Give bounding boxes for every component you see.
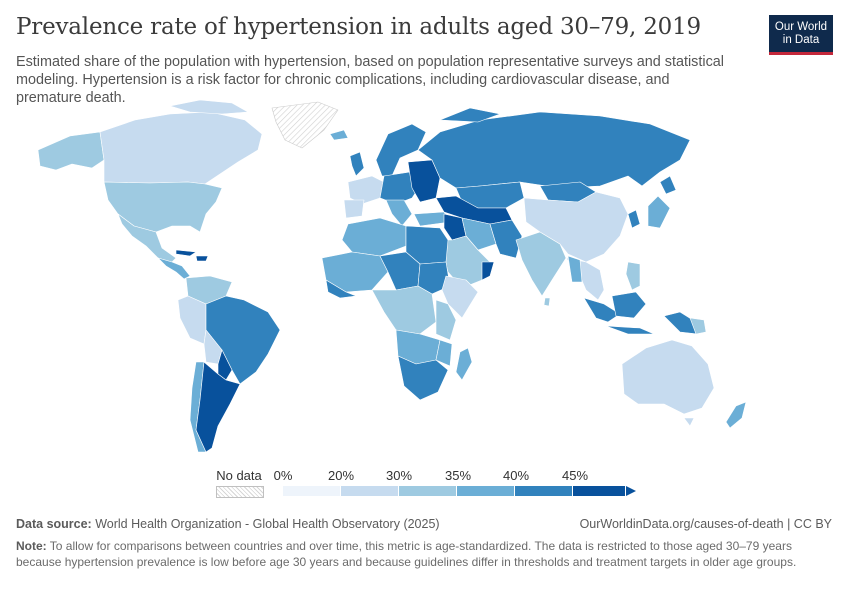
region-central-africa[interactable] — [371, 285, 437, 335]
region-brazil[interactable] — [205, 295, 281, 385]
region-philippines[interactable] — [625, 261, 641, 291]
region-japan-north[interactable] — [659, 175, 677, 195]
region-iberia[interactable] — [343, 199, 365, 219]
region-borneo-sulawesi[interactable] — [611, 291, 647, 319]
legend-color-bins — [283, 486, 636, 496]
legend-tick-label: 45% — [561, 468, 589, 483]
data-source: Data source: World Health Organization -… — [16, 517, 440, 531]
region-malaysia-indonesia[interactable] — [583, 297, 621, 323]
region-russia[interactable] — [417, 111, 691, 189]
legend-tick-label: 0% — [273, 468, 293, 483]
owid-url[interactable]: OurWorldinData.org/causes-of-death | CC … — [579, 517, 832, 531]
legend-no-data-swatch[interactable] — [216, 486, 264, 498]
legend-no-data-label: No data — [216, 468, 262, 483]
region-greenland[interactable] — [271, 101, 339, 149]
source-link[interactable]: World Health Organization - Global Healt… — [91, 517, 440, 531]
legend-bin-40-45[interactable] — [515, 486, 573, 496]
logo-line-2: in Data — [782, 33, 820, 46]
logo-line-1: Our World — [774, 20, 828, 33]
legend-bin-0-20[interactable] — [283, 486, 341, 496]
note-label: Note: — [16, 539, 47, 553]
region-central-america[interactable] — [157, 257, 191, 280]
region-russia-islands[interactable] — [439, 107, 501, 123]
footnote: Note: To allow for comparisons between c… — [16, 539, 816, 570]
world-map[interactable] — [0, 100, 850, 460]
region-peru-ecuador[interactable] — [177, 295, 207, 345]
legend-tick-label: 35% — [444, 468, 472, 483]
region-madagascar[interactable] — [455, 347, 473, 381]
region-png-east[interactable] — [689, 317, 707, 335]
region-mozambique[interactable] — [435, 339, 453, 367]
region-sri-lanka[interactable] — [543, 297, 551, 307]
region-java[interactable] — [605, 325, 655, 335]
legend-bin-20-30[interactable] — [341, 486, 399, 496]
region-paraguay[interactable] — [217, 349, 233, 381]
chart-title: Prevalence rate of hypertension in adult… — [16, 14, 701, 40]
region-australia[interactable] — [621, 339, 715, 415]
region-iran[interactable] — [461, 217, 497, 251]
region-canada[interactable] — [99, 111, 263, 185]
region-canada-islands[interactable] — [169, 100, 249, 115]
color-legend[interactable]: No data 0% 20% 30% 35% 40% 45% — [214, 464, 654, 504]
region-uk[interactable] — [349, 151, 365, 177]
legend-bin-30-35[interactable] — [399, 486, 457, 496]
region-cuba[interactable] — [175, 249, 197, 257]
region-argentina[interactable] — [195, 361, 241, 453]
region-morocco-algeria[interactable] — [341, 217, 407, 257]
legend-tick-label: 20% — [327, 468, 355, 483]
legend-tick-label: 30% — [385, 468, 413, 483]
region-myanmar[interactable] — [567, 255, 583, 283]
region-alaska[interactable] — [37, 131, 105, 171]
region-southern-africa[interactable] — [397, 355, 449, 401]
region-east-africa[interactable] — [435, 299, 457, 341]
chart-subtitle: Estimated share of the population with h… — [16, 54, 724, 106]
legend-bin-35-40[interactable] — [457, 486, 515, 496]
region-tasmania[interactable] — [683, 417, 695, 427]
region-iceland[interactable] — [329, 129, 349, 141]
region-usa[interactable] — [103, 181, 223, 233]
note-text: To allow for comparisons between countri… — [16, 539, 797, 569]
region-oman[interactable] — [481, 261, 495, 281]
region-japan[interactable] — [647, 195, 671, 229]
region-sudan[interactable] — [417, 261, 451, 295]
source-label: Data source: — [16, 517, 92, 531]
region-hispaniola[interactable] — [195, 255, 209, 262]
region-china[interactable] — [523, 191, 629, 263]
legend-tick-label: 40% — [502, 468, 530, 483]
region-west-africa-coast[interactable] — [325, 279, 357, 299]
owid-logo[interactable]: Our World in Data — [769, 15, 833, 55]
region-new-zealand[interactable] — [725, 401, 747, 429]
legend-arrow-icon — [626, 486, 636, 496]
legend-bin-45-plus[interactable] — [573, 486, 626, 496]
region-ethiopia-somalia[interactable] — [441, 275, 479, 319]
region-italy-balkans[interactable] — [385, 199, 413, 227]
region-afghanistan-pakistan[interactable] — [489, 219, 523, 259]
region-korea[interactable] — [627, 209, 641, 229]
